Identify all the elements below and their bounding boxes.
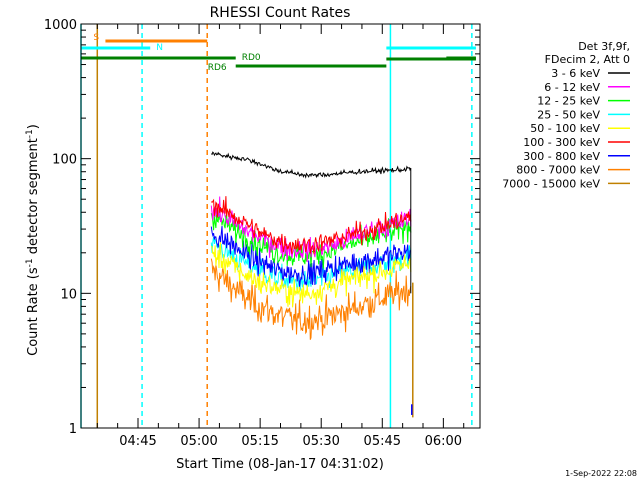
y-tick-label-100: 100 [52,153,77,168]
legend-label-3: 25 - 50 keV [537,108,600,121]
series-100-to-300kev [210,196,412,255]
legend-label-5: 100 - 300 keV [523,136,600,149]
series-50-to-100kev [210,242,412,308]
legend-header-line-2: FDecim 2, Att 0 [545,53,630,66]
series-layer [210,151,414,418]
legend-label-0: 3 - 6 keV [551,67,600,80]
legend-header-line-1: Det 3f,9f, [578,40,630,53]
attenuator-label-1: N [156,43,163,53]
y-axis-label-part-3: ) [26,124,41,129]
legend-label-8: 7000 - 15000 keV [502,177,600,190]
y-axis-label: Count Rate (s-1 detector segment-1) [25,124,41,356]
y-axis-label-part-1: Count Rate (s [26,267,41,356]
x-tick-label-0515: 05:15 [241,434,278,449]
plot-frame [80,23,481,429]
x-tick-label-0445: 04:45 [119,434,156,449]
chart-title: RHESSI Count Rates [210,5,351,21]
annotation-layer: S N RD6 RD0 [80,24,476,428]
y-tick-label-1: 1 [69,422,77,437]
series-3-to-6kev [211,151,412,179]
x-tick-label-0600: 06:00 [425,434,462,449]
eclipse-label-rd0: RD0 [242,53,261,63]
eclipse-label-rd6: RD6 [208,63,227,73]
legend-label-1: 6 - 12 keV [544,81,600,94]
generation-date-stamp: 1-Sep-2022 22:08 [565,469,637,478]
attenuator-label-0: S [93,33,99,43]
y-axis-label-part-2: detector segment [26,138,41,258]
axes-layer: 1 10 100 1000 04:45 05:00 05:15 05:30 05:45 06:00 [44,18,481,449]
series-300-to-800kev [210,225,411,288]
x-tick-label-0545: 05:45 [364,434,401,449]
y-axis-label-superscript-1: -1 [25,258,35,267]
legend-label-4: 50 - 100 keV [530,122,600,135]
legend-label-7: 800 - 7000 keV [516,164,600,177]
x-tick-label-0530: 05:30 [302,434,339,449]
x-tick-label-0500: 05:00 [180,434,217,449]
series-800-to-7000kev [210,258,412,340]
series-25-to-50kev [210,236,412,294]
x-axis-label: Start Time (08-Jan-17 04:31:02) [176,457,384,472]
legend-label-6: 300 - 800 keV [523,150,600,163]
y-tick-label-1000: 1000 [44,18,77,33]
y-axis-label-superscript-2: -1 [25,129,35,138]
y-tick-label-10: 10 [60,287,77,302]
legend-label-2: 12 - 25 keV [537,95,600,108]
